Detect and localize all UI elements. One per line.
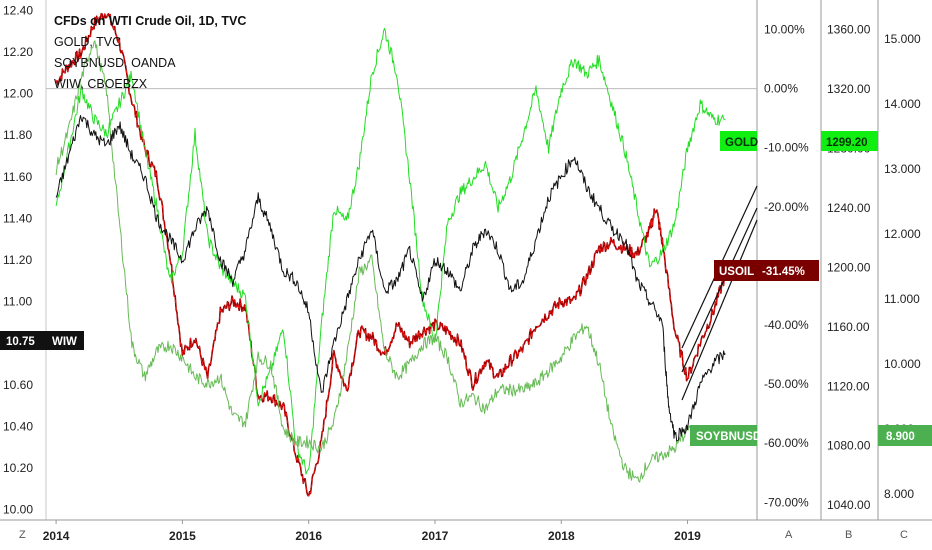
soy-axis-tick-label: 10.000	[884, 357, 921, 371]
soy-tag-label: SOYBNUSD	[696, 431, 761, 443]
series-line-soy	[55, 40, 726, 483]
left-axis-ticks: 12.40 12.20 12.00 11.80 11.60 11.40 11.20 11.00…	[3, 3, 33, 516]
axis-button-z[interactable]: Z	[19, 529, 26, 541]
left-axis-tick-label: 10.00	[3, 503, 33, 517]
gold-axis-tick-label: 1240.00	[827, 201, 871, 215]
percent-axis-tick-label: -10.00%	[764, 141, 809, 155]
soy-price-tag: SOYBNUSD 8.900	[690, 425, 932, 446]
gold-tag-label-box	[720, 131, 757, 151]
left-axis-tick-label: 11.00	[3, 295, 32, 309]
gold-axis-tick-label: 1160.00	[827, 320, 870, 334]
percent-axis-tick-label: -50.00%	[764, 377, 809, 391]
gold-tag-value: 1299.20	[826, 137, 868, 149]
usoil-tag-label: USOIL	[719, 266, 754, 278]
series-line-gold	[55, 27, 726, 475]
usoil-tag-box	[714, 260, 819, 281]
series-highlight-usoil	[55, 13, 726, 497]
gold-tag-value-box	[821, 131, 878, 151]
soy-tag-value-box	[878, 425, 932, 446]
usoil-tag-value: -31.45%	[762, 266, 805, 278]
wiw-tag-value-box	[0, 331, 46, 350]
axis-button-c[interactable]: C	[900, 529, 908, 541]
soy-axis-tick-label: 12.000	[884, 227, 921, 241]
axis-button-a[interactable]: A	[785, 529, 793, 541]
axis-separators	[0, 0, 932, 521]
soy-tag-value: 8.900	[886, 431, 915, 443]
series-line-wiw	[55, 115, 726, 442]
time-axis-tick-label: 2014	[43, 529, 70, 543]
gold-axis-tick-label: 1080.00	[827, 439, 871, 453]
time-axis-tick-label: 2015	[169, 529, 196, 543]
wiw-tag-value: 10.75	[6, 336, 35, 348]
left-axis-tick-label: 11.80	[3, 128, 32, 142]
percent-axis-tick-label: -40.00%	[764, 318, 809, 332]
usoil-price-tag: USOIL -31.45%	[714, 260, 819, 281]
time-axis-ticks: 2014 2015 2016 2017 2018 2019	[43, 520, 701, 543]
channel-middle-line	[681, 207, 758, 373]
gold-axis-tick-label: 1120.00	[827, 379, 870, 393]
soy-axis-tick-label: 13.000	[884, 162, 921, 176]
legend: CFDs on WTI Crude Oil, 1D, TVC GOLD, TVC…	[54, 14, 246, 91]
time-axis-tick-label: 2019	[674, 529, 701, 543]
gold-tag-label: GOLD	[725, 137, 758, 149]
wiw-tag-label-box	[46, 331, 84, 350]
time-axis-tick-label: 2018	[548, 529, 575, 543]
percent-axis-tick-label: -20.00%	[764, 200, 809, 214]
series-layer	[55, 12, 727, 497]
axis-button-b[interactable]: B	[845, 529, 852, 541]
percent-axis-tick-label: 10.00%	[764, 23, 805, 37]
legend-usoil: CFDs on WTI Crude Oil, 1D, TVC	[54, 14, 246, 28]
gold-price-tag: GOLD 1299.20	[720, 131, 878, 151]
left-axis-tick-label: 10.40	[3, 419, 33, 433]
channel-lower-line	[681, 219, 758, 401]
percent-axis-tick-label: -60.00%	[764, 436, 809, 450]
legend-wiw: WIW, CBOEBZX	[54, 77, 148, 91]
soy-axis-tick-label: 8.000	[884, 487, 914, 501]
legend-soy: SOYBNUSD, OANDA	[54, 56, 176, 70]
gold-axis-tick-label: 1040.00	[827, 498, 871, 512]
time-axis-tick-label: 2017	[422, 529, 449, 543]
gold-axis-tick-label: 1200.00	[827, 260, 871, 274]
left-axis-tick-label: 10.60	[3, 378, 33, 392]
left-axis-tick-label: 12.00	[3, 87, 33, 101]
price-tags: 10.75 WIW GOLD 1299.20 USOIL -31.45% SOY…	[0, 131, 932, 446]
left-axis-tick-label: 10.20	[3, 461, 33, 475]
percent-axis-tick-label: -70.00%	[764, 495, 809, 509]
legend-gold: GOLD, TVC	[54, 35, 121, 49]
soy-tag-label-box	[690, 425, 757, 446]
left-axis-tick-label: 11.20	[3, 253, 32, 267]
wiw-price-tag: 10.75 WIW	[0, 331, 84, 350]
left-axis-tick-label: 11.40	[3, 211, 32, 225]
left-axis-tick-label: 12.40	[3, 3, 33, 17]
percent-axis-tick-label: 0.00%	[764, 82, 798, 96]
wiw-tag-label: WIW	[52, 336, 77, 348]
axis-scale-buttons: Z A B C	[19, 529, 908, 541]
gold-axis-ticks: 1360.001320.001280.001240.001200.001160.…	[827, 23, 871, 512]
soy-axis-tick-label: 15.000	[884, 32, 921, 46]
left-axis-tick-label: 11.60	[3, 170, 32, 184]
soy-axis-tick-label: 11.000	[884, 292, 920, 306]
soy-axis-tick-label: 14.000	[884, 97, 921, 111]
left-axis-tick-label: 12.20	[3, 45, 33, 59]
gold-axis-tick-label: 1320.00	[827, 82, 871, 96]
time-axis-tick-label: 2016	[295, 529, 322, 543]
gold-axis-tick-label: 1360.00	[827, 23, 871, 37]
